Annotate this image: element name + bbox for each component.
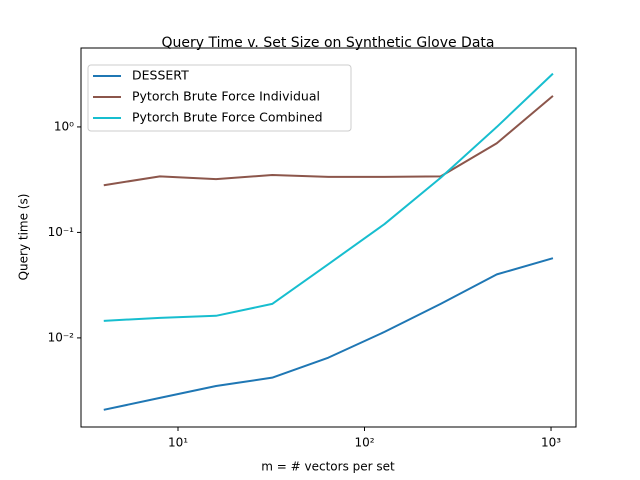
x-axis-label: m = # vectors per set (261, 460, 395, 474)
y-tick-label: 10⁰ (54, 119, 74, 133)
y-axis-label: Query time (s) (17, 194, 31, 281)
y-tick-label: 10⁻² (48, 330, 75, 344)
data-line (103, 95, 554, 187)
x-tick-label: 10² (354, 436, 374, 450)
legend-box (87, 64, 352, 132)
legend-label: Pytorch Brute Force Individual (132, 89, 320, 104)
legend-label: DESSERT (132, 68, 189, 83)
x-tick-label: 10³ (541, 436, 561, 450)
data-line (103, 257, 554, 411)
data-line (103, 72, 554, 322)
plot-frame (80, 47, 577, 428)
legend-label: Pytorch Brute Force Combined (132, 110, 323, 125)
chart-title: Query Time v. Set Size on Synthetic Glov… (162, 35, 495, 51)
y-tick-label: 10⁻¹ (48, 225, 75, 239)
legend: DESSERT Pytorch Brute Force Individual Pyt… (87, 64, 352, 132)
x-tick-label: 10¹ (168, 436, 188, 450)
